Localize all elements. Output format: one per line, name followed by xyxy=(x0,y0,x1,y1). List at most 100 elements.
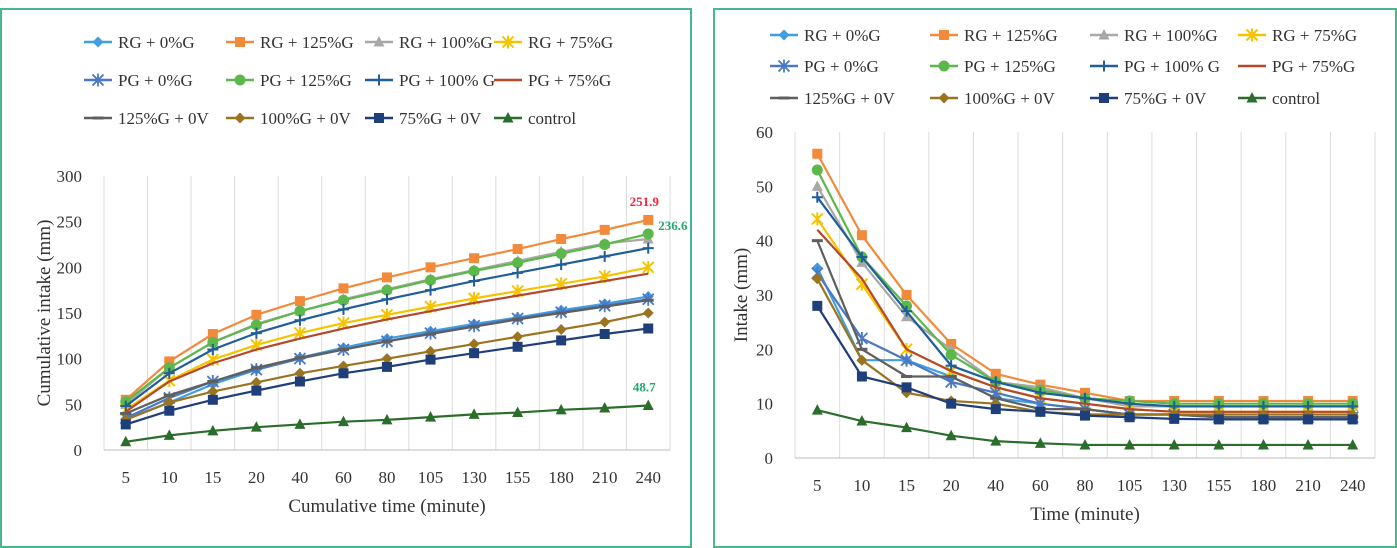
x-tick-label: 180 xyxy=(548,468,574,487)
data-point xyxy=(811,239,823,243)
data-point xyxy=(599,250,611,262)
data-point xyxy=(425,345,437,357)
data-point xyxy=(945,360,957,372)
cumulative-intake-chart: 0 50 100 150 200 250 300 5 10 15 20 40 60 80 105 130 155… xyxy=(34,33,688,517)
series-rg-plus-75pctg xyxy=(811,212,1359,419)
data-point xyxy=(945,429,957,441)
x-tick-label: 60 xyxy=(335,468,352,487)
y-tick-label: 0 xyxy=(765,449,774,468)
data-point xyxy=(337,303,349,315)
legend-label: RG + 125%G xyxy=(260,33,354,52)
x-tick-label: 240 xyxy=(1340,476,1366,495)
data-point xyxy=(990,404,1001,415)
data-point xyxy=(512,406,524,418)
legend-item-rg-plus-75pctg: RG + 75%G xyxy=(1238,26,1357,45)
data-point xyxy=(812,300,823,311)
series-control xyxy=(120,399,654,447)
legend-item-75pctg-plus-0v: 75%G + 0V xyxy=(365,109,482,128)
data-point xyxy=(945,375,957,378)
data-point xyxy=(294,314,306,326)
legend-label: 75%G + 0V xyxy=(1124,89,1207,108)
data-point xyxy=(946,398,957,409)
series-line xyxy=(816,153,1353,403)
data-point xyxy=(1258,414,1269,425)
data-point xyxy=(338,368,349,379)
data-point xyxy=(900,353,913,367)
series-pg-plus-125pctg xyxy=(811,164,1359,410)
data-point xyxy=(381,284,393,296)
legend-label: RG + 75%G xyxy=(1272,26,1357,45)
legend-marker xyxy=(1246,92,1258,103)
data-point xyxy=(425,284,437,296)
series-pg-plus-75pctg xyxy=(125,272,649,413)
legend-marker xyxy=(778,96,790,100)
y-tick-label: 50 xyxy=(65,395,82,414)
data-point xyxy=(555,323,567,335)
data-point xyxy=(251,309,262,320)
intake-rate-chart: 0 10 20 30 40 50 60 5 10 15 20 40 60 80 105 130 155 180 21… xyxy=(731,26,1376,525)
x-tick-label: 105 xyxy=(1117,476,1143,495)
x-tick-label: 210 xyxy=(592,468,618,487)
data-point xyxy=(512,257,524,269)
data-point xyxy=(856,347,868,351)
right-chart-panel: 0 10 20 30 40 50 60 5 10 15 20 40 60 80 105 130 155 180 21… xyxy=(713,8,1397,548)
data-point xyxy=(1168,438,1180,450)
legend-item-rg-plus-100pctg: RG + 100%G xyxy=(1090,26,1218,45)
data-point xyxy=(556,234,567,245)
data-point xyxy=(382,361,392,372)
y-axis-title: Cumulative intake (mm) xyxy=(34,220,55,407)
data-point xyxy=(164,356,175,367)
data-point xyxy=(425,274,437,286)
data-point xyxy=(642,260,655,274)
y-tick-label: 10 xyxy=(756,395,773,414)
data-point xyxy=(901,382,912,393)
data-point xyxy=(901,375,913,378)
data-point xyxy=(642,242,654,254)
x-axis-title: Cumulative time (minute) xyxy=(288,496,485,517)
data-point xyxy=(120,419,131,430)
data-point xyxy=(250,366,262,370)
data-point xyxy=(642,307,654,319)
legend-marker xyxy=(938,92,950,104)
data-point xyxy=(207,394,218,405)
legend-item-control: control xyxy=(494,109,576,128)
legend-label: PG + 125%G xyxy=(964,57,1056,76)
legend-label: RG + 100%G xyxy=(399,33,493,52)
data-point xyxy=(555,259,567,271)
legend-item-control: control xyxy=(1238,89,1320,108)
legend-item-pg-plus-125pctg: PG + 125%G xyxy=(930,57,1056,76)
legend-label: RG + 75%G xyxy=(528,33,613,52)
x-tick-label: 60 xyxy=(1032,476,1049,495)
data-point xyxy=(207,329,218,340)
data-point xyxy=(811,273,823,285)
data-point xyxy=(120,435,132,447)
y-tick-label: 250 xyxy=(57,213,83,232)
data-point xyxy=(338,283,349,294)
data-point xyxy=(120,411,132,415)
data-point xyxy=(294,296,305,307)
data-point xyxy=(468,275,480,287)
series-75pctg-plus-0v xyxy=(812,300,1358,425)
data-point xyxy=(512,267,524,279)
legend-marker xyxy=(501,35,515,49)
x-tick-label: 40 xyxy=(987,476,1004,495)
data-point xyxy=(812,148,823,159)
data-point xyxy=(811,180,823,191)
data-point xyxy=(163,367,175,379)
y-tick-label: 0 xyxy=(74,441,83,460)
data-point xyxy=(468,265,480,277)
data-point xyxy=(468,325,480,329)
x-tick-label: 105 xyxy=(418,468,444,487)
data-point xyxy=(945,349,957,361)
data-point xyxy=(643,323,654,334)
data-point xyxy=(469,253,480,264)
legend-marker xyxy=(1245,28,1259,42)
legend-item-100pctg-plus-0v: 100%G + 0V xyxy=(226,109,352,128)
legend-marker xyxy=(235,37,245,47)
data-point xyxy=(164,405,175,416)
x-axis-ticks: 5 10 15 20 40 60 80 105 130 155 180 210 240 xyxy=(122,468,661,487)
y-tick-label: 150 xyxy=(57,304,83,323)
x-axis-title: Time (minute) xyxy=(1030,504,1140,525)
y-tick-label: 100 xyxy=(57,350,83,369)
y-tick-label: 200 xyxy=(57,258,83,277)
